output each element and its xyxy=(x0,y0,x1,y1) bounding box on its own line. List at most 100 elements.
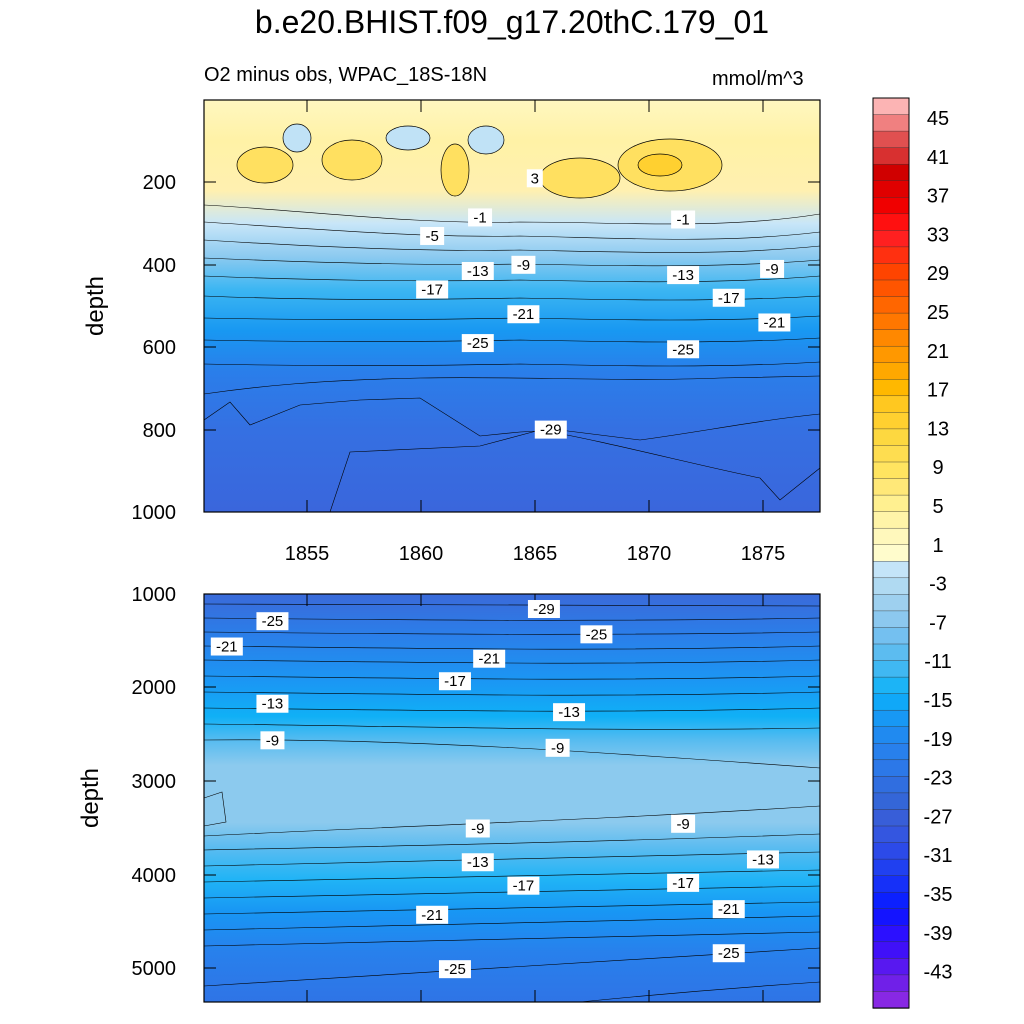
upper-y-ticks xyxy=(204,181,820,431)
lower-contour-label-box xyxy=(712,900,745,919)
colorbar-swatch xyxy=(872,197,910,215)
lower-contour-label: -25 xyxy=(256,612,289,631)
colorbar-swatches xyxy=(872,97,910,1009)
upper-axes xyxy=(203,99,821,513)
lower-contour-label: -17 xyxy=(438,672,471,691)
colorbar-tick-label: -35 xyxy=(924,884,953,906)
upper-contour-label-box xyxy=(758,313,791,332)
lower-contour-label-text: -29 xyxy=(533,601,555,618)
lower-contour-label: -25 xyxy=(712,944,745,963)
upper-contour-label-box xyxy=(468,208,493,227)
colorbar-frame xyxy=(872,97,910,1009)
lower-contour-label-text: -25 xyxy=(444,961,466,978)
colorbar-tick-label: 37 xyxy=(927,186,949,208)
lower-contour-label-text: -17 xyxy=(672,875,694,892)
lower-contour-label-box xyxy=(438,960,471,979)
colorbar-swatch xyxy=(872,991,910,1009)
upper-contour-label: -9 xyxy=(511,255,536,274)
colorbar-swatch xyxy=(872,279,910,298)
upper-contour-label-text: -1 xyxy=(473,209,486,226)
lower-contour-label-box xyxy=(712,944,745,963)
colorbar-swatch xyxy=(872,296,910,314)
lower-contour-label-text: -25 xyxy=(718,945,740,962)
colorbar-swatch xyxy=(872,693,910,711)
colorbar-tick-label: -43 xyxy=(924,962,953,984)
lower-contour-label-box xyxy=(438,672,471,691)
units-label: mmol/m^3 xyxy=(712,68,804,90)
upper-contour-label: -25 xyxy=(667,340,700,359)
upper-contour-label: -13 xyxy=(667,266,700,285)
lower-contour-label: -17 xyxy=(507,876,540,895)
upper-y-tick-label: 600 xyxy=(143,337,176,359)
upper-contour-labels: 3 -1 -1 -5 -9 -9 -13 -13 -17 -17 -21 -21 -25 -25 -29 xyxy=(416,169,791,439)
upper-contour-label-box xyxy=(534,420,567,439)
colorbar-swatch xyxy=(872,312,910,331)
upper-contour-label-box xyxy=(507,305,540,324)
colorbar-tick-label: 1 xyxy=(932,535,943,557)
lower-contour-label-text: -25 xyxy=(586,626,608,643)
colorbar-tick-label: -3 xyxy=(929,574,947,596)
upper-x-tick-label: 1865 xyxy=(513,543,558,565)
colorbar-tick-label: 5 xyxy=(932,496,943,518)
upper-contour-label-box xyxy=(461,334,494,353)
colorbar-swatch xyxy=(872,676,910,695)
colorbar-tick-label: -11 xyxy=(924,651,951,673)
lower-contour-label-box xyxy=(746,850,779,869)
lower-contour-label-box xyxy=(210,637,243,656)
upper-contour-label: -21 xyxy=(507,305,540,324)
colorbar-tick-label: 21 xyxy=(927,341,949,363)
colorbar-tick-label: 45 xyxy=(927,108,949,130)
lower-contour-label: -21 xyxy=(416,905,449,924)
lower-contour-label-box xyxy=(527,600,560,619)
upper-contour-label: -5 xyxy=(420,226,445,245)
upper-panel: 3 -1 -1 -5 -9 -9 -13 -13 -17 -17 -21 -21 -25 -25 -29 1… xyxy=(82,99,821,565)
upper-warm-patches xyxy=(236,123,723,199)
colorbar-swatch xyxy=(872,130,910,149)
chart-subtitle: O2 minus obs, WPAC_18S-18N xyxy=(204,64,488,86)
upper-contour-label-text: -21 xyxy=(764,314,786,331)
lower-contour-label-text: -13 xyxy=(752,851,774,868)
lower-contour-label-text: -13 xyxy=(467,854,489,871)
upper-x-tick-label: 1875 xyxy=(741,543,786,565)
colorbar-swatch xyxy=(872,858,910,877)
upper-contour-label: 3 xyxy=(526,169,543,188)
lower-contour-label-text: -17 xyxy=(444,673,466,690)
lower-contour-label-box xyxy=(553,703,586,722)
upper-x-tick-label: 1870 xyxy=(627,543,672,565)
lower-contour-label-box xyxy=(667,873,700,892)
lower-contour-label-text: -25 xyxy=(262,613,284,630)
lower-y-tick-label: 5000 xyxy=(132,958,177,980)
colorbar-tick-label: -23 xyxy=(924,768,953,790)
lower-contour-label-text: -21 xyxy=(718,901,740,918)
colorbar-swatch xyxy=(872,395,910,414)
colorbar-swatch xyxy=(872,362,910,380)
lower-contour-label-box xyxy=(260,731,285,750)
lower-contour-label: -25 xyxy=(438,960,471,979)
upper-x-tick-label: 1855 xyxy=(285,543,330,565)
lower-contour-label-text: -21 xyxy=(478,651,500,668)
upper-contour-label: -25 xyxy=(461,334,494,353)
colorbar-swatch xyxy=(872,577,910,596)
colorbar-swatch xyxy=(872,230,910,248)
colorbar-tick-label: -27 xyxy=(924,806,953,828)
colorbar-swatch xyxy=(872,345,910,364)
colorbar-swatch xyxy=(872,461,910,480)
colorbar-swatch xyxy=(872,544,910,562)
lower-contour-label-text: -21 xyxy=(421,907,443,924)
lower-contour-label: -21 xyxy=(210,637,243,656)
colorbar-swatch xyxy=(872,180,910,198)
colorbar-swatch xyxy=(872,494,910,513)
upper-contour-label-box xyxy=(667,340,700,359)
upper-contour-label-box xyxy=(511,255,536,274)
colorbar-swatch xyxy=(872,941,910,960)
upper-contour-label-text: -25 xyxy=(467,335,489,352)
lower-contour-label-box xyxy=(580,625,613,644)
upper-contour-label-box xyxy=(420,226,445,245)
upper-contour-label-box xyxy=(667,266,700,285)
lower-contour-label-text: -9 xyxy=(676,816,689,833)
lower-contour-label-box xyxy=(545,738,570,757)
lower-contour-label-text: -13 xyxy=(558,704,580,721)
lower-contour-label: -13 xyxy=(746,850,779,869)
colorbar-swatch xyxy=(872,709,910,728)
